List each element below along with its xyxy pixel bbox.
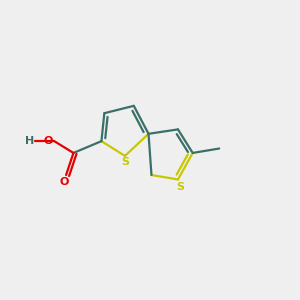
Text: S: S bbox=[176, 182, 184, 192]
Text: O: O bbox=[60, 177, 69, 188]
Text: O: O bbox=[44, 136, 53, 146]
Text: H: H bbox=[25, 136, 34, 146]
Text: S: S bbox=[121, 158, 129, 167]
